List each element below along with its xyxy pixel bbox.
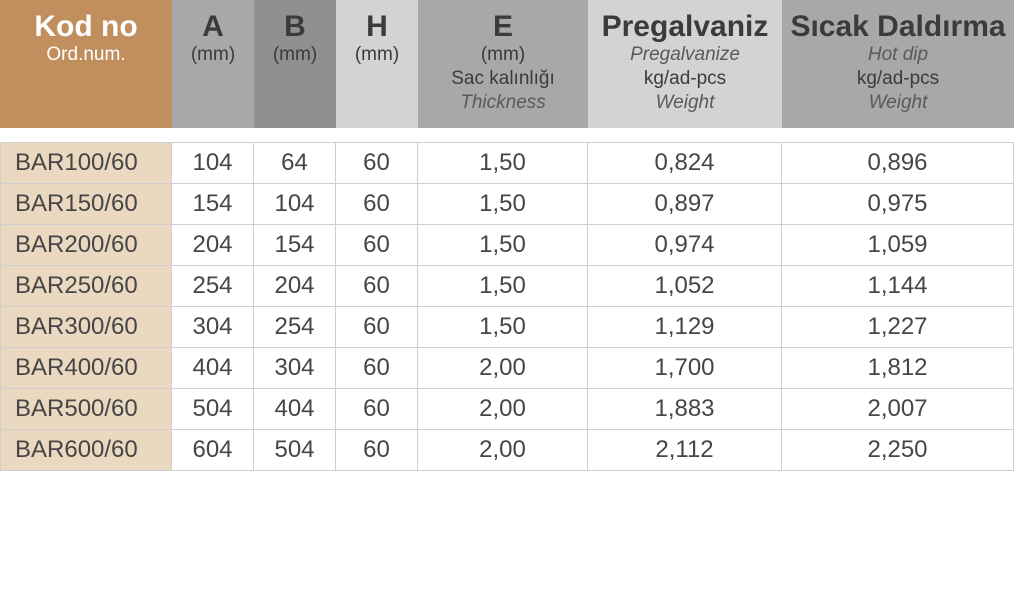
hdr-b: B (mm) — [254, 0, 336, 128]
cell-hotdip: 1,812 — [782, 348, 1014, 389]
cell-hotdip: 2,250 — [782, 430, 1014, 471]
cell-pregal: 2,112 — [588, 430, 782, 471]
cell-pregal: 0,824 — [588, 142, 782, 184]
table-row: BAR100/6010464601,500,8240,896 — [0, 142, 1014, 184]
hdr-hotdip: Sıcak Daldırma Hot dip kg/ad-pcs Weight — [782, 0, 1014, 128]
header-gap — [0, 128, 1014, 142]
cell-kod: BAR250/60 — [0, 266, 172, 307]
cell-hotdip: 2,007 — [782, 389, 1014, 430]
cell-e: 1,50 — [418, 142, 588, 184]
cell-a: 254 — [172, 266, 254, 307]
cell-h: 60 — [336, 430, 418, 471]
table-row: BAR150/60154104601,500,8970,975 — [0, 184, 1014, 225]
hdr-pregal-sub2: kg/ad-pcs — [592, 67, 778, 91]
hdr-e-sub2: Sac kalınlığı — [422, 67, 584, 91]
hdr-a-title: A — [176, 10, 250, 43]
cell-pregal: 1,052 — [588, 266, 782, 307]
cell-h: 60 — [336, 184, 418, 225]
cell-kod: BAR150/60 — [0, 184, 172, 225]
hdr-hotdip-sub3: Weight — [786, 91, 1010, 115]
cell-kod: BAR100/60 — [0, 142, 172, 184]
cell-a: 104 — [172, 142, 254, 184]
table-row: BAR300/60304254601,501,1291,227 — [0, 307, 1014, 348]
table-head: Kod no Ord.num. A (mm) B (mm) H (mm) E (… — [0, 0, 1014, 142]
cell-b: 104 — [254, 184, 336, 225]
cell-pregal: 1,883 — [588, 389, 782, 430]
cell-a: 304 — [172, 307, 254, 348]
cell-e: 2,00 — [418, 389, 588, 430]
hdr-a-sub1: (mm) — [176, 43, 250, 67]
cell-b: 64 — [254, 142, 336, 184]
hdr-kod-title: Kod no — [4, 10, 168, 43]
cell-e: 2,00 — [418, 348, 588, 389]
hdr-e-sub1: (mm) — [422, 43, 584, 67]
cell-hotdip: 0,975 — [782, 184, 1014, 225]
table-row: BAR200/60204154601,500,9741,059 — [0, 225, 1014, 266]
cell-kod: BAR200/60 — [0, 225, 172, 266]
hdr-pregal-sub1: Pregalvanize — [592, 43, 778, 67]
cell-pregal: 1,129 — [588, 307, 782, 348]
cell-a: 204 — [172, 225, 254, 266]
hdr-hotdip-sub2: kg/ad-pcs — [786, 67, 1010, 91]
hdr-e-sub3: Thickness — [422, 91, 584, 115]
cell-e: 1,50 — [418, 266, 588, 307]
table-row: BAR500/60504404602,001,8832,007 — [0, 389, 1014, 430]
hdr-kod: Kod no Ord.num. — [0, 0, 172, 128]
cell-hotdip: 1,227 — [782, 307, 1014, 348]
cell-a: 154 — [172, 184, 254, 225]
cell-pregal: 0,974 — [588, 225, 782, 266]
cell-hotdip: 1,059 — [782, 225, 1014, 266]
cell-a: 404 — [172, 348, 254, 389]
table-row: BAR400/60404304602,001,7001,812 — [0, 348, 1014, 389]
cell-hotdip: 0,896 — [782, 142, 1014, 184]
hdr-hotdip-sub1: Hot dip — [786, 43, 1010, 67]
cell-kod: BAR400/60 — [0, 348, 172, 389]
hdr-b-title: B — [258, 10, 332, 43]
cell-h: 60 — [336, 142, 418, 184]
hdr-pregal: Pregalvaniz Pregalvanize kg/ad-pcs Weigh… — [588, 0, 782, 128]
cell-e: 1,50 — [418, 307, 588, 348]
cell-h: 60 — [336, 348, 418, 389]
cell-b: 154 — [254, 225, 336, 266]
cell-e: 1,50 — [418, 184, 588, 225]
cell-hotdip: 1,144 — [782, 266, 1014, 307]
table-body: BAR100/6010464601,500,8240,896BAR150/601… — [0, 142, 1014, 471]
table-row: BAR250/60254204601,501,0521,144 — [0, 266, 1014, 307]
cell-pregal: 0,897 — [588, 184, 782, 225]
hdr-kod-sub1: Ord.num. — [4, 43, 168, 67]
cell-a: 504 — [172, 389, 254, 430]
hdr-pregal-title: Pregalvaniz — [592, 10, 778, 43]
hdr-a: A (mm) — [172, 0, 254, 128]
cell-kod: BAR600/60 — [0, 430, 172, 471]
hdr-h: H (mm) — [336, 0, 418, 128]
cell-pregal: 1,700 — [588, 348, 782, 389]
cell-e: 1,50 — [418, 225, 588, 266]
cell-kod: BAR300/60 — [0, 307, 172, 348]
hdr-pregal-sub3: Weight — [592, 91, 778, 115]
cell-h: 60 — [336, 225, 418, 266]
cell-b: 204 — [254, 266, 336, 307]
hdr-hotdip-title: Sıcak Daldırma — [786, 10, 1010, 43]
cell-kod: BAR500/60 — [0, 389, 172, 430]
cell-h: 60 — [336, 389, 418, 430]
cell-b: 304 — [254, 348, 336, 389]
hdr-h-title: H — [340, 10, 414, 43]
cell-a: 604 — [172, 430, 254, 471]
cell-h: 60 — [336, 307, 418, 348]
cell-b: 404 — [254, 389, 336, 430]
hdr-e: E (mm) Sac kalınlığı Thickness — [418, 0, 588, 128]
cell-b: 504 — [254, 430, 336, 471]
hdr-b-sub1: (mm) — [258, 43, 332, 67]
hdr-h-sub1: (mm) — [340, 43, 414, 67]
cell-b: 254 — [254, 307, 336, 348]
table-row: BAR600/60604504602,002,1122,250 — [0, 430, 1014, 471]
cell-e: 2,00 — [418, 430, 588, 471]
cell-h: 60 — [336, 266, 418, 307]
spec-table: Kod no Ord.num. A (mm) B (mm) H (mm) E (… — [0, 0, 1014, 471]
hdr-e-title: E — [422, 10, 584, 43]
